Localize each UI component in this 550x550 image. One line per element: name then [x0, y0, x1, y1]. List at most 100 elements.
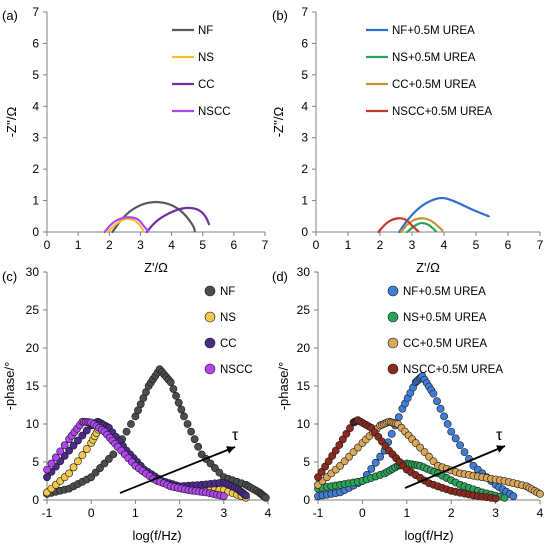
x-tick-label: 5 [473, 238, 480, 252]
panel-label: (a) [2, 8, 18, 23]
tau-arrow [119, 446, 236, 494]
series-point [177, 405, 186, 414]
legend-label: NSCC+0.5M UREA [403, 364, 503, 376]
series-point [440, 412, 448, 421]
y-tick-label: 1 [301, 194, 308, 208]
series-point [183, 420, 192, 428]
legend-swatch [387, 285, 399, 297]
legend-label: CC+0.5M UREA [403, 338, 487, 350]
series-point [74, 436, 82, 445]
series-point [429, 389, 438, 398]
x-tick-label: 4 [265, 506, 272, 520]
x-tick-label: 4 [441, 238, 448, 252]
x-tick-label: 2 [106, 238, 113, 252]
legend-label: NF+0.5M UREA [403, 286, 486, 298]
series-point [460, 448, 469, 457]
legend-label: NSCC [220, 364, 253, 376]
series-point [43, 473, 51, 482]
y-tick-label: 0 [32, 225, 39, 239]
y-axis-title: -phase/° [2, 362, 17, 411]
x-tick-label: 1 [132, 506, 139, 520]
panel-label: (b) [272, 8, 288, 23]
series-point [367, 464, 376, 473]
series-point [69, 441, 78, 450]
legend-label: NS+0.5M UREA [403, 312, 487, 324]
y-tick-label: 15 [26, 379, 40, 393]
x-tick-label: 4 [168, 238, 175, 252]
x-tick-label: 2 [448, 506, 455, 520]
y-tick-label: 10 [297, 417, 311, 431]
y-tick-label: 0 [303, 493, 310, 507]
x-tick-label: 0 [88, 506, 95, 520]
y-tick-label: 1 [32, 194, 39, 208]
tau-label: τ [496, 427, 503, 444]
series-point [56, 447, 65, 456]
series-point [194, 442, 203, 451]
y-axis-title: -phase/° [276, 362, 291, 411]
series-point [335, 441, 344, 449]
series-point [261, 493, 270, 502]
series-point [346, 424, 354, 433]
panel-label: (d) [272, 269, 288, 284]
legend-label: NF+0.5M UREA [392, 25, 475, 37]
x-tick-label: 3 [220, 506, 227, 520]
series-line [377, 217, 420, 234]
y-tick-label: 2 [32, 162, 39, 176]
panel-label: (c) [2, 269, 17, 284]
y-tick-label: 5 [301, 68, 308, 82]
series-point [122, 427, 131, 436]
panel-b: 0 1 2 3 4 5 6 7 0 1 2 3 4 5 6 7 (b) Z'/Ω -Z''/Ω NF+0.5M URE… [271, 5, 544, 275]
series-point [169, 385, 178, 393]
series-point [536, 490, 544, 498]
y-tick-label: 3 [32, 131, 39, 145]
x-tick-label: 2 [176, 506, 183, 520]
series-point [82, 445, 91, 453]
y-tick-label: 5 [32, 68, 39, 82]
y-tick-label: 30 [26, 265, 40, 279]
series-point [109, 450, 118, 459]
legend-label: CC [198, 79, 215, 91]
series-point [314, 473, 322, 482]
series-point [78, 451, 87, 460]
legend-label: NSCC+0.5M UREA [392, 106, 492, 118]
series-point [43, 465, 51, 474]
x-tick-label: 2 [377, 238, 384, 252]
x-tick-label: -1 [313, 506, 324, 520]
y-axis-title: -Z''/Ω [271, 106, 286, 137]
y-tick-label: 0 [301, 225, 308, 239]
panel-c: -1 0 1 2 3 4051015202530(c)log(f/Hz)-phase/°N… [2, 265, 272, 543]
x-axis-title: Z'/Ω [416, 260, 440, 275]
series-line [145, 206, 211, 234]
series-point [51, 453, 60, 462]
x-tick-label: 5 [199, 238, 206, 252]
y-tick-label: 7 [301, 5, 308, 19]
series-point [241, 491, 250, 500]
series-point [82, 426, 91, 435]
series-line [399, 217, 444, 234]
series-point [338, 435, 347, 444]
x-tick-label: 1 [345, 238, 352, 252]
y-tick-label: 6 [301, 36, 308, 50]
x-tick-label: 4 [537, 506, 544, 520]
x-tick-label: 7 [262, 238, 269, 252]
tau-arrow-head [496, 445, 505, 453]
y-tick-label: 4 [301, 99, 308, 113]
x-tick-label: 3 [492, 506, 499, 520]
legend-label: CC+0.5M UREA [392, 79, 476, 91]
series-point [174, 398, 183, 407]
legend-label: NF [198, 25, 213, 37]
legend-swatch [387, 337, 399, 349]
tau-label: τ [232, 427, 239, 444]
series-point [172, 391, 180, 400]
series-point [447, 427, 456, 436]
x-tick-label: 7 [537, 238, 544, 252]
x-tick-label: 6 [505, 238, 512, 252]
y-tick-label: 4 [32, 99, 39, 113]
series-point [451, 434, 460, 443]
y-tick-label: 5 [303, 455, 310, 469]
series-point [443, 420, 452, 428]
x-axis-title: Z'/Ω [144, 260, 168, 275]
series-point [321, 462, 330, 471]
series-point [78, 431, 87, 440]
